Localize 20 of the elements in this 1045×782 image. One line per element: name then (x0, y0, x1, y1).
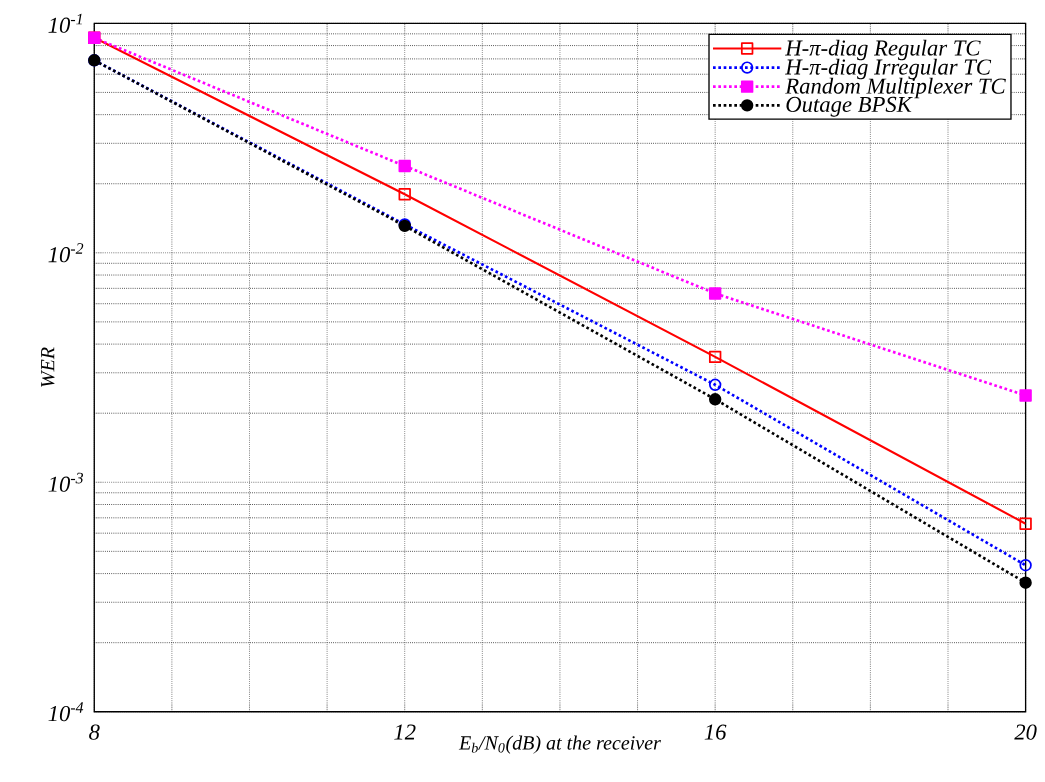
x-tick-label: 20 (1014, 724, 1037, 740)
x-axis-title: E$_{b}$/N$_{0}$(dB) at the receiver (458, 735, 661, 754)
point (1019, 576, 1032, 589)
y-axis-title: WER (41, 347, 55, 387)
point (708, 350, 722, 364)
x-tick-label: 16 (704, 724, 727, 740)
point (708, 287, 722, 300)
point (1019, 517, 1032, 530)
point (1019, 559, 1032, 572)
point (398, 188, 411, 201)
y-tick-label: 10$^{-2}$ (48, 243, 84, 263)
point (708, 378, 722, 391)
x-tick-label: 8 (89, 724, 100, 740)
x-tick-label: 12 (394, 724, 416, 740)
y-tick-label: 10$^{-1}$ (48, 13, 82, 33)
point (398, 159, 411, 173)
y-tick-label: 10$^{-3}$ (48, 472, 84, 492)
point (708, 393, 722, 406)
y-tick-label: 10$^{-4}$ (48, 702, 84, 722)
point (1019, 389, 1032, 402)
